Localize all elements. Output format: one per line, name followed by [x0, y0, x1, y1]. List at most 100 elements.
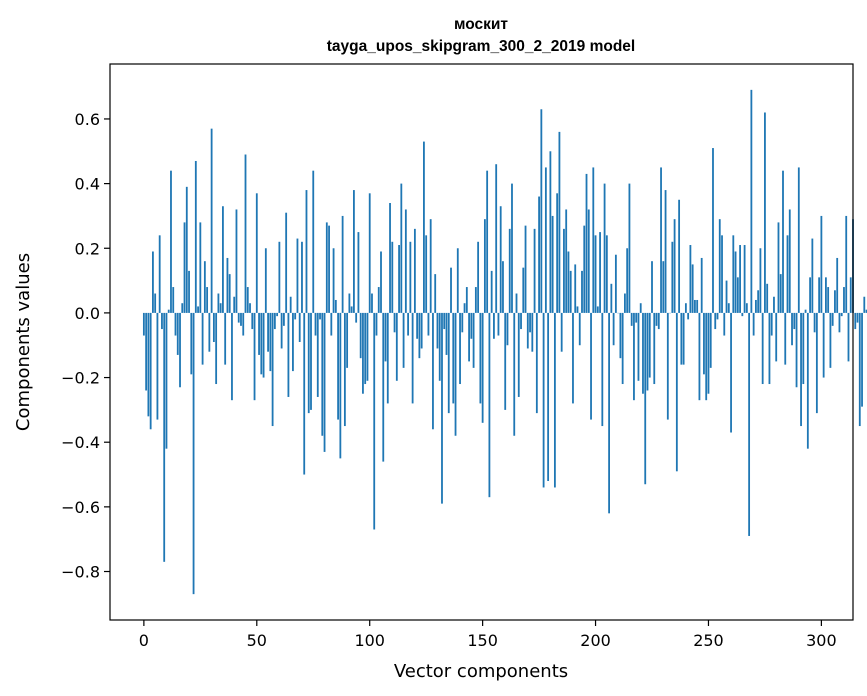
bar-77 [316, 312, 319, 397]
bar-186 [563, 228, 565, 313]
bar-13 [172, 287, 175, 313]
y-tick-label: 0.4 [75, 175, 100, 194]
bar-32 [215, 312, 218, 385]
x-tick-label: 300 [806, 631, 837, 650]
bar-249 [705, 312, 708, 401]
bar-253 [714, 312, 717, 330]
bar-36 [224, 312, 227, 365]
bar-181 [551, 215, 554, 313]
bar-212 [621, 312, 624, 385]
bar-71 [303, 312, 306, 475]
x-tick-label: 50 [247, 631, 267, 650]
bar-133 [443, 312, 446, 330]
bar-201 [596, 306, 599, 313]
bar-33 [217, 293, 220, 313]
bar-12 [170, 170, 172, 313]
bar-9 [163, 312, 166, 562]
bar-138 [454, 312, 457, 436]
bar-203 [601, 312, 604, 427]
bar-237 [678, 199, 681, 313]
x-axis-ticks: 0 50 100 150 200 250 300 [139, 620, 837, 650]
y-axis-label: Components values [13, 253, 34, 431]
bar-170 [526, 312, 529, 349]
bar-228 [657, 312, 660, 330]
bar-87 [339, 312, 342, 459]
bar-121 [416, 312, 419, 339]
bar-189 [569, 270, 572, 313]
bar-238 [680, 312, 683, 365]
bar-4 [152, 251, 154, 313]
bar-169 [524, 225, 527, 313]
bar-143 [465, 287, 468, 313]
bar-279 [773, 296, 775, 313]
bar-14 [174, 312, 177, 336]
bar-260 [730, 312, 732, 433]
bar-151 [483, 219, 486, 313]
bar-301 [822, 312, 825, 378]
bar-286 [788, 209, 791, 313]
bar-241 [687, 312, 690, 320]
bar-307 [836, 257, 839, 313]
bar-219 [637, 312, 640, 381]
bar-289 [795, 312, 798, 388]
bar-163 [511, 183, 513, 313]
bar-257 [723, 312, 726, 336]
bar-318 [861, 312, 863, 407]
bar-2 [147, 312, 150, 417]
bar-222 [644, 312, 647, 485]
bar-204 [603, 183, 606, 313]
bar-128 [432, 312, 434, 430]
bar-176 [540, 109, 543, 313]
bar-308 [838, 312, 841, 333]
bar-98 [364, 312, 367, 385]
chart-title: москит [454, 16, 508, 33]
bar-141 [461, 312, 464, 333]
bar-142 [463, 303, 466, 313]
bar-192 [576, 306, 579, 313]
bar-221 [642, 312, 644, 394]
bar-8 [161, 312, 163, 330]
bar-236 [675, 312, 678, 472]
bar-250 [707, 312, 710, 394]
bar-10 [165, 312, 168, 449]
bar-41 [235, 209, 238, 313]
chart-subtitle: tayga_upos_skipgram_300_2_2019 model [327, 38, 635, 55]
bar-282 [779, 274, 782, 313]
bar-319 [863, 296, 866, 313]
bar-291 [800, 312, 802, 427]
bar-16 [179, 312, 181, 388]
bar-193 [578, 312, 581, 346]
bar-0 [142, 312, 145, 336]
bar-47 [249, 303, 251, 313]
bar-252 [712, 148, 714, 313]
bar-217 [633, 312, 635, 401]
bar-273 [759, 248, 762, 313]
bar-274 [761, 312, 764, 385]
bar-73 [307, 312, 310, 414]
bar-118 [409, 241, 412, 313]
bar-28 [206, 287, 209, 313]
bar-316 [856, 312, 859, 323]
bar-89 [343, 312, 346, 427]
bar-284 [784, 312, 787, 365]
bar-306 [834, 290, 836, 313]
bar-251 [709, 312, 712, 368]
bar-243 [691, 264, 694, 313]
bar-136 [450, 267, 452, 313]
bar-254 [716, 312, 719, 320]
bar-109 [389, 203, 391, 313]
bar-262 [734, 251, 737, 313]
bar-103 [375, 312, 378, 336]
bar-235 [673, 219, 676, 313]
bar-268 [748, 312, 751, 536]
bar-51 [258, 312, 260, 355]
bar-123 [420, 312, 423, 349]
bar-240 [684, 303, 687, 313]
bar-309 [840, 312, 843, 317]
bar-93 [353, 190, 355, 313]
bar-182 [553, 312, 556, 488]
bar-25 [199, 222, 202, 313]
bar-267 [745, 303, 748, 313]
bar-206 [608, 312, 610, 514]
